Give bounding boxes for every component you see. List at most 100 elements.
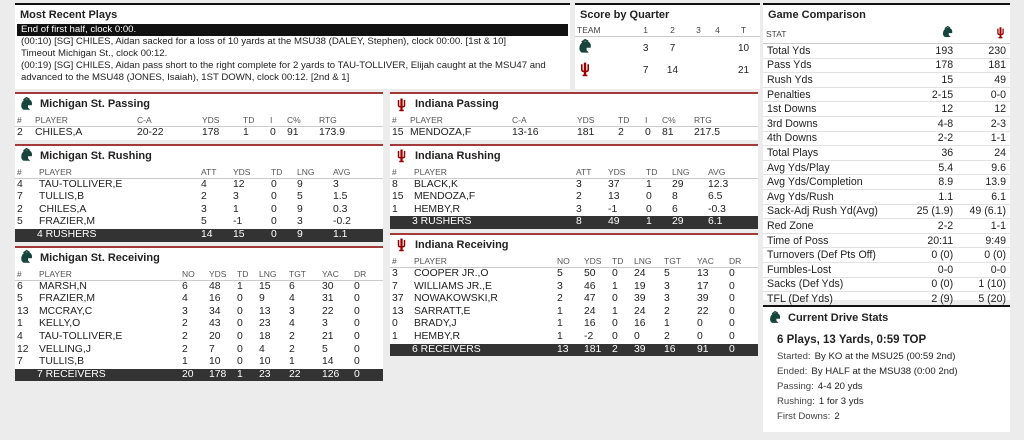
cell: TULLIS,B: [39, 356, 85, 368]
stat-value: 178: [904, 58, 958, 74]
stat-table: # PLAYER C-A YDS TD I C% RTG 15 MENDOZA,F 13-16 181…: [390, 114, 758, 140]
stat-value: 12: [904, 101, 958, 117]
cell: 3: [233, 191, 239, 203]
header-cell: PLAYER: [37, 165, 199, 179]
stat-value: 2-15: [904, 87, 958, 103]
comparison-row: Red Zone 2-2 1-1: [763, 218, 1010, 234]
quarter-score: [689, 59, 708, 81]
cell: 13: [608, 191, 620, 203]
panel-title: Score by Quarter: [580, 9, 670, 21]
total-cell: 14: [199, 228, 231, 242]
total-cell: 126: [320, 368, 352, 382]
cell: 0: [729, 280, 735, 292]
cell: 1: [243, 127, 249, 138]
stat-value: 2-3: [957, 116, 1010, 132]
player-row: 15 MENDOZA,F 2 13 0 8 6.5: [390, 191, 758, 204]
total-cell: 13: [555, 343, 582, 357]
header-row: # PLAYER NO YDS TD LNG TGT YAC DR: [390, 254, 758, 268]
cell: 7: [17, 356, 23, 368]
cell: 1: [233, 203, 239, 215]
header-cell: #: [390, 114, 408, 127]
header-cell: RTG: [692, 114, 758, 127]
header-row: # PLAYER NO YDS TD LNG TGT YAC DR: [15, 267, 383, 281]
drive-value: 1 for 3 yds: [818, 396, 864, 407]
stat-table: # PLAYER NO YDS TD LNG TGT YAC DR 3 COOPER JR.,O 5 5…: [390, 254, 758, 357]
header-cell: TD: [235, 267, 257, 281]
cell: -1: [608, 203, 618, 215]
header-cell: 3: [688, 24, 708, 37]
cell: 1: [392, 330, 398, 342]
cell: 1: [664, 318, 670, 330]
msu-logo: [21, 96, 33, 110]
comparison-row: 3rd Downs 4-8 2-3: [763, 116, 1010, 132]
header-cell: 4: [707, 24, 727, 37]
cell: 2: [17, 127, 23, 138]
cell: 0: [646, 203, 652, 215]
cell: 0: [354, 318, 360, 330]
msu-logo: [943, 25, 953, 38]
panel-header: Michigan St. Passing: [15, 94, 383, 114]
stat-value: 2 (9): [904, 291, 958, 307]
cell: 12: [17, 343, 29, 355]
score-row: 7 14 21: [575, 59, 760, 81]
stat-value: 49 (6.1): [957, 204, 1010, 220]
comparison-table: STAT Total Yds 193 230 Pass Yds 178 181 Rush Yd…: [763, 24, 1010, 307]
cell: 9: [259, 293, 265, 305]
total-score: 10: [737, 42, 750, 54]
panel-title: Indiana Rushing: [415, 149, 501, 162]
cell: 91: [287, 127, 299, 138]
header-cell: DR: [727, 254, 758, 268]
comparison-row: 1st Downs 12 12: [763, 101, 1010, 117]
cell: 31: [322, 293, 334, 305]
stat-label: TFL (Def Yds): [763, 291, 905, 307]
player-row: 15 MENDOZA,F 13-16 181 2 0 81 217.5: [390, 127, 758, 140]
stat-value: 5 (20): [957, 291, 1010, 307]
stat-label: 1st Downs: [763, 101, 905, 117]
total-cell: 23: [257, 368, 287, 382]
play-line: Timeout Michigan St., clock 00:12.: [21, 48, 168, 59]
play-line: (00:10) [SG] CHILES, Aidan sacked for a …: [21, 36, 507, 47]
title-text: Current Drive Stats: [788, 312, 889, 324]
cell: -1: [233, 216, 243, 228]
cell: 22: [697, 305, 709, 317]
stat-value: 4-8: [904, 116, 958, 132]
drive-value: By HALF at the MSU38 (0:00 2nd): [811, 366, 958, 377]
cell: 1: [392, 203, 398, 215]
total-cell: 181: [582, 343, 610, 357]
total-cell: 0: [727, 343, 758, 357]
cell: 1: [646, 178, 652, 190]
cell: 0: [271, 216, 277, 228]
comparison-row: Sack-Adj Rush Yd(Avg) 25 (1.9) 49 (6.1): [763, 204, 1010, 220]
header-row: STAT: [763, 24, 1010, 44]
drive-label: Rushing:: [777, 396, 815, 407]
header-cell: 2: [656, 24, 689, 37]
cell: 2: [182, 330, 188, 342]
cell: 24: [584, 305, 596, 317]
cell: 3: [557, 280, 563, 292]
cell: 2: [618, 127, 624, 138]
cell: 15: [392, 127, 404, 138]
cell: 0: [354, 280, 360, 292]
stat-value: 0 (0): [904, 247, 958, 263]
stat-value: 1 (10): [957, 277, 1010, 293]
cell: 0: [612, 330, 618, 342]
cell: 7: [209, 343, 215, 355]
msu-logo: [21, 250, 33, 263]
cell: 0: [354, 293, 360, 305]
team-cell: [575, 59, 635, 81]
cell: 5: [17, 216, 23, 228]
cell: 2: [182, 343, 188, 355]
stat-value: 24: [957, 145, 1010, 161]
cell: 4: [182, 293, 188, 305]
comparison-row: Pass Yds 178 181: [763, 58, 1010, 74]
cell: HEMBY,R: [414, 203, 461, 215]
stat-value: 0 (0): [957, 247, 1010, 263]
header-cell: YDS: [231, 165, 269, 179]
header-cell: C-A: [135, 114, 200, 127]
header-cell: DR: [352, 267, 383, 281]
stat-value: 0-0: [904, 262, 958, 278]
total-cell: 1: [235, 368, 257, 382]
cell: 3: [322, 318, 328, 330]
total-cell: 8: [574, 216, 606, 229]
iu-column: Indiana Passing # PLAYER C-A YDS TD I C% RTG 15 ME…: [390, 92, 758, 360]
